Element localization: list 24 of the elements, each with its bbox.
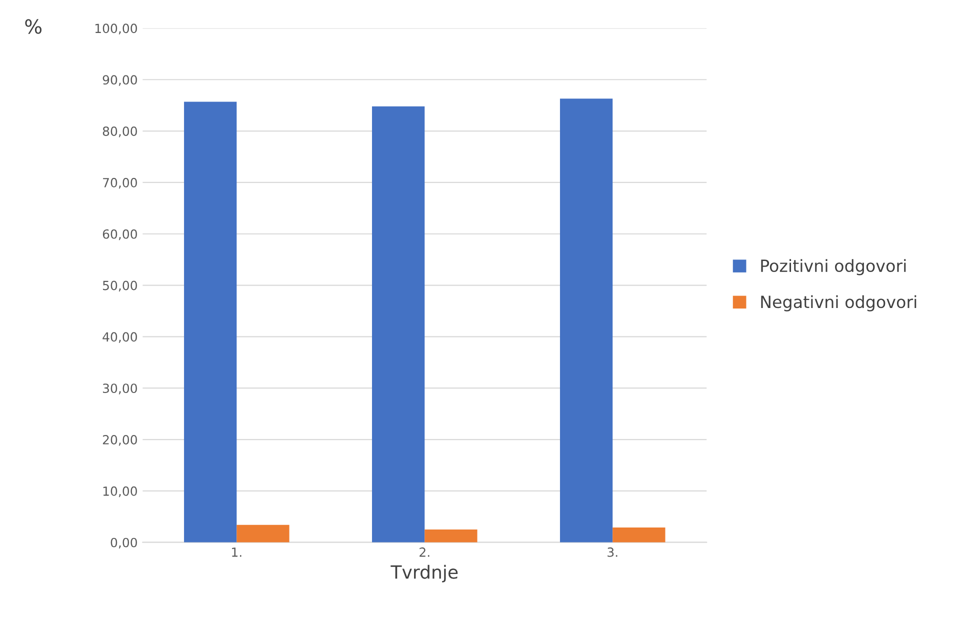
y-tick-label: 40,00 xyxy=(102,332,137,343)
y-tick-label: 50,00 xyxy=(102,280,137,292)
y-tick-label: 10,00 xyxy=(103,486,137,498)
x-tick-label: 1. xyxy=(232,548,242,557)
x-axis-title: Tvrdnje xyxy=(390,564,458,582)
legend-label: Negativni odgovori xyxy=(761,295,916,312)
x-tick-label: 2. xyxy=(420,547,430,557)
y-tick-label: 80,00 xyxy=(102,126,137,138)
bar xyxy=(372,106,425,542)
y-tick-label: 70,00 xyxy=(103,178,137,189)
bar xyxy=(184,102,237,542)
bar xyxy=(236,524,290,542)
y-tick-label: 90,00 xyxy=(102,75,137,86)
legend-label: Pozitivni odgovori xyxy=(761,259,906,276)
y-tick-label: 20,00 xyxy=(102,435,137,446)
y-tick-label: 60,00 xyxy=(102,229,137,240)
bar xyxy=(560,98,613,542)
bar xyxy=(424,530,478,542)
x-tick-label: 3. xyxy=(608,547,618,557)
y-tick-label: 30,00 xyxy=(102,384,137,394)
bar xyxy=(612,527,666,542)
y-axis-title: % xyxy=(25,19,42,34)
y-tick-label: 100,00 xyxy=(95,24,137,34)
y-tick-label: 0,00 xyxy=(110,538,137,549)
